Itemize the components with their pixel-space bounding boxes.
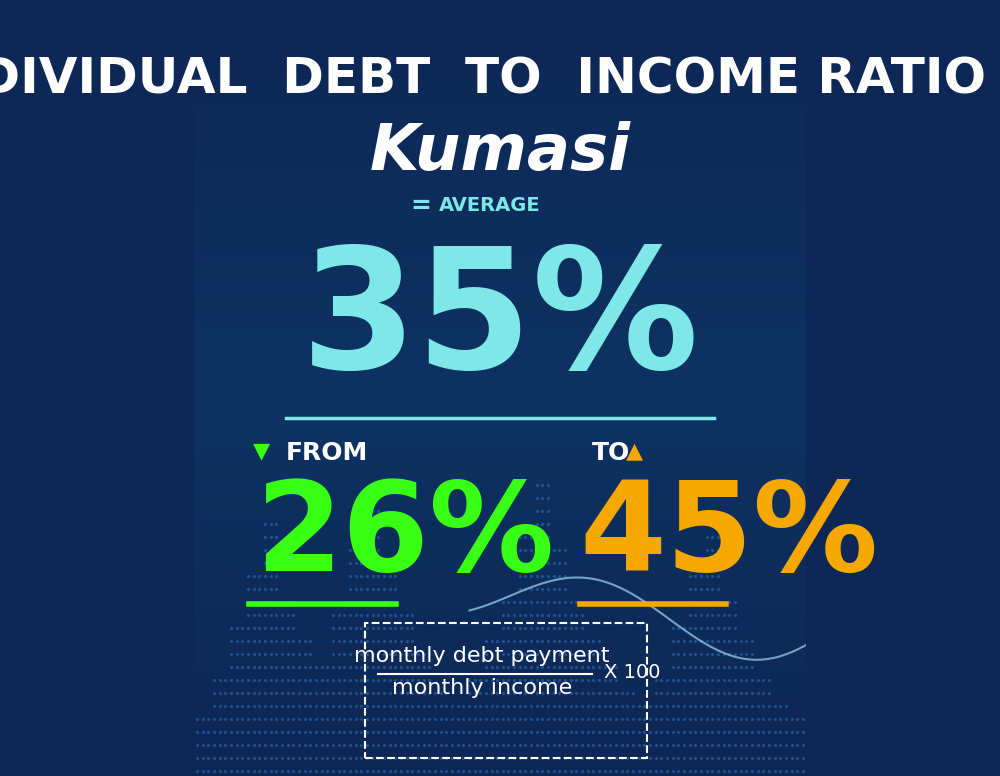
Text: 26%: 26% [255,476,555,597]
Text: monthly debt payment: monthly debt payment [354,646,609,666]
Text: 45%: 45% [580,476,879,597]
Text: ▼: ▼ [253,441,270,461]
Text: 35%: 35% [301,241,699,404]
Text: AVERAGE: AVERAGE [439,196,540,216]
Text: monthly income: monthly income [392,678,572,698]
Text: INDIVIDUAL  DEBT  TO  INCOME RATIO  IN: INDIVIDUAL DEBT TO INCOME RATIO IN [0,56,1000,104]
Text: X 100: X 100 [604,663,660,681]
Text: TO: TO [592,441,630,465]
Text: Kumasi: Kumasi [370,121,631,183]
Text: FROM: FROM [286,441,368,465]
Text: =: = [410,194,431,218]
Text: ▲: ▲ [626,441,643,461]
